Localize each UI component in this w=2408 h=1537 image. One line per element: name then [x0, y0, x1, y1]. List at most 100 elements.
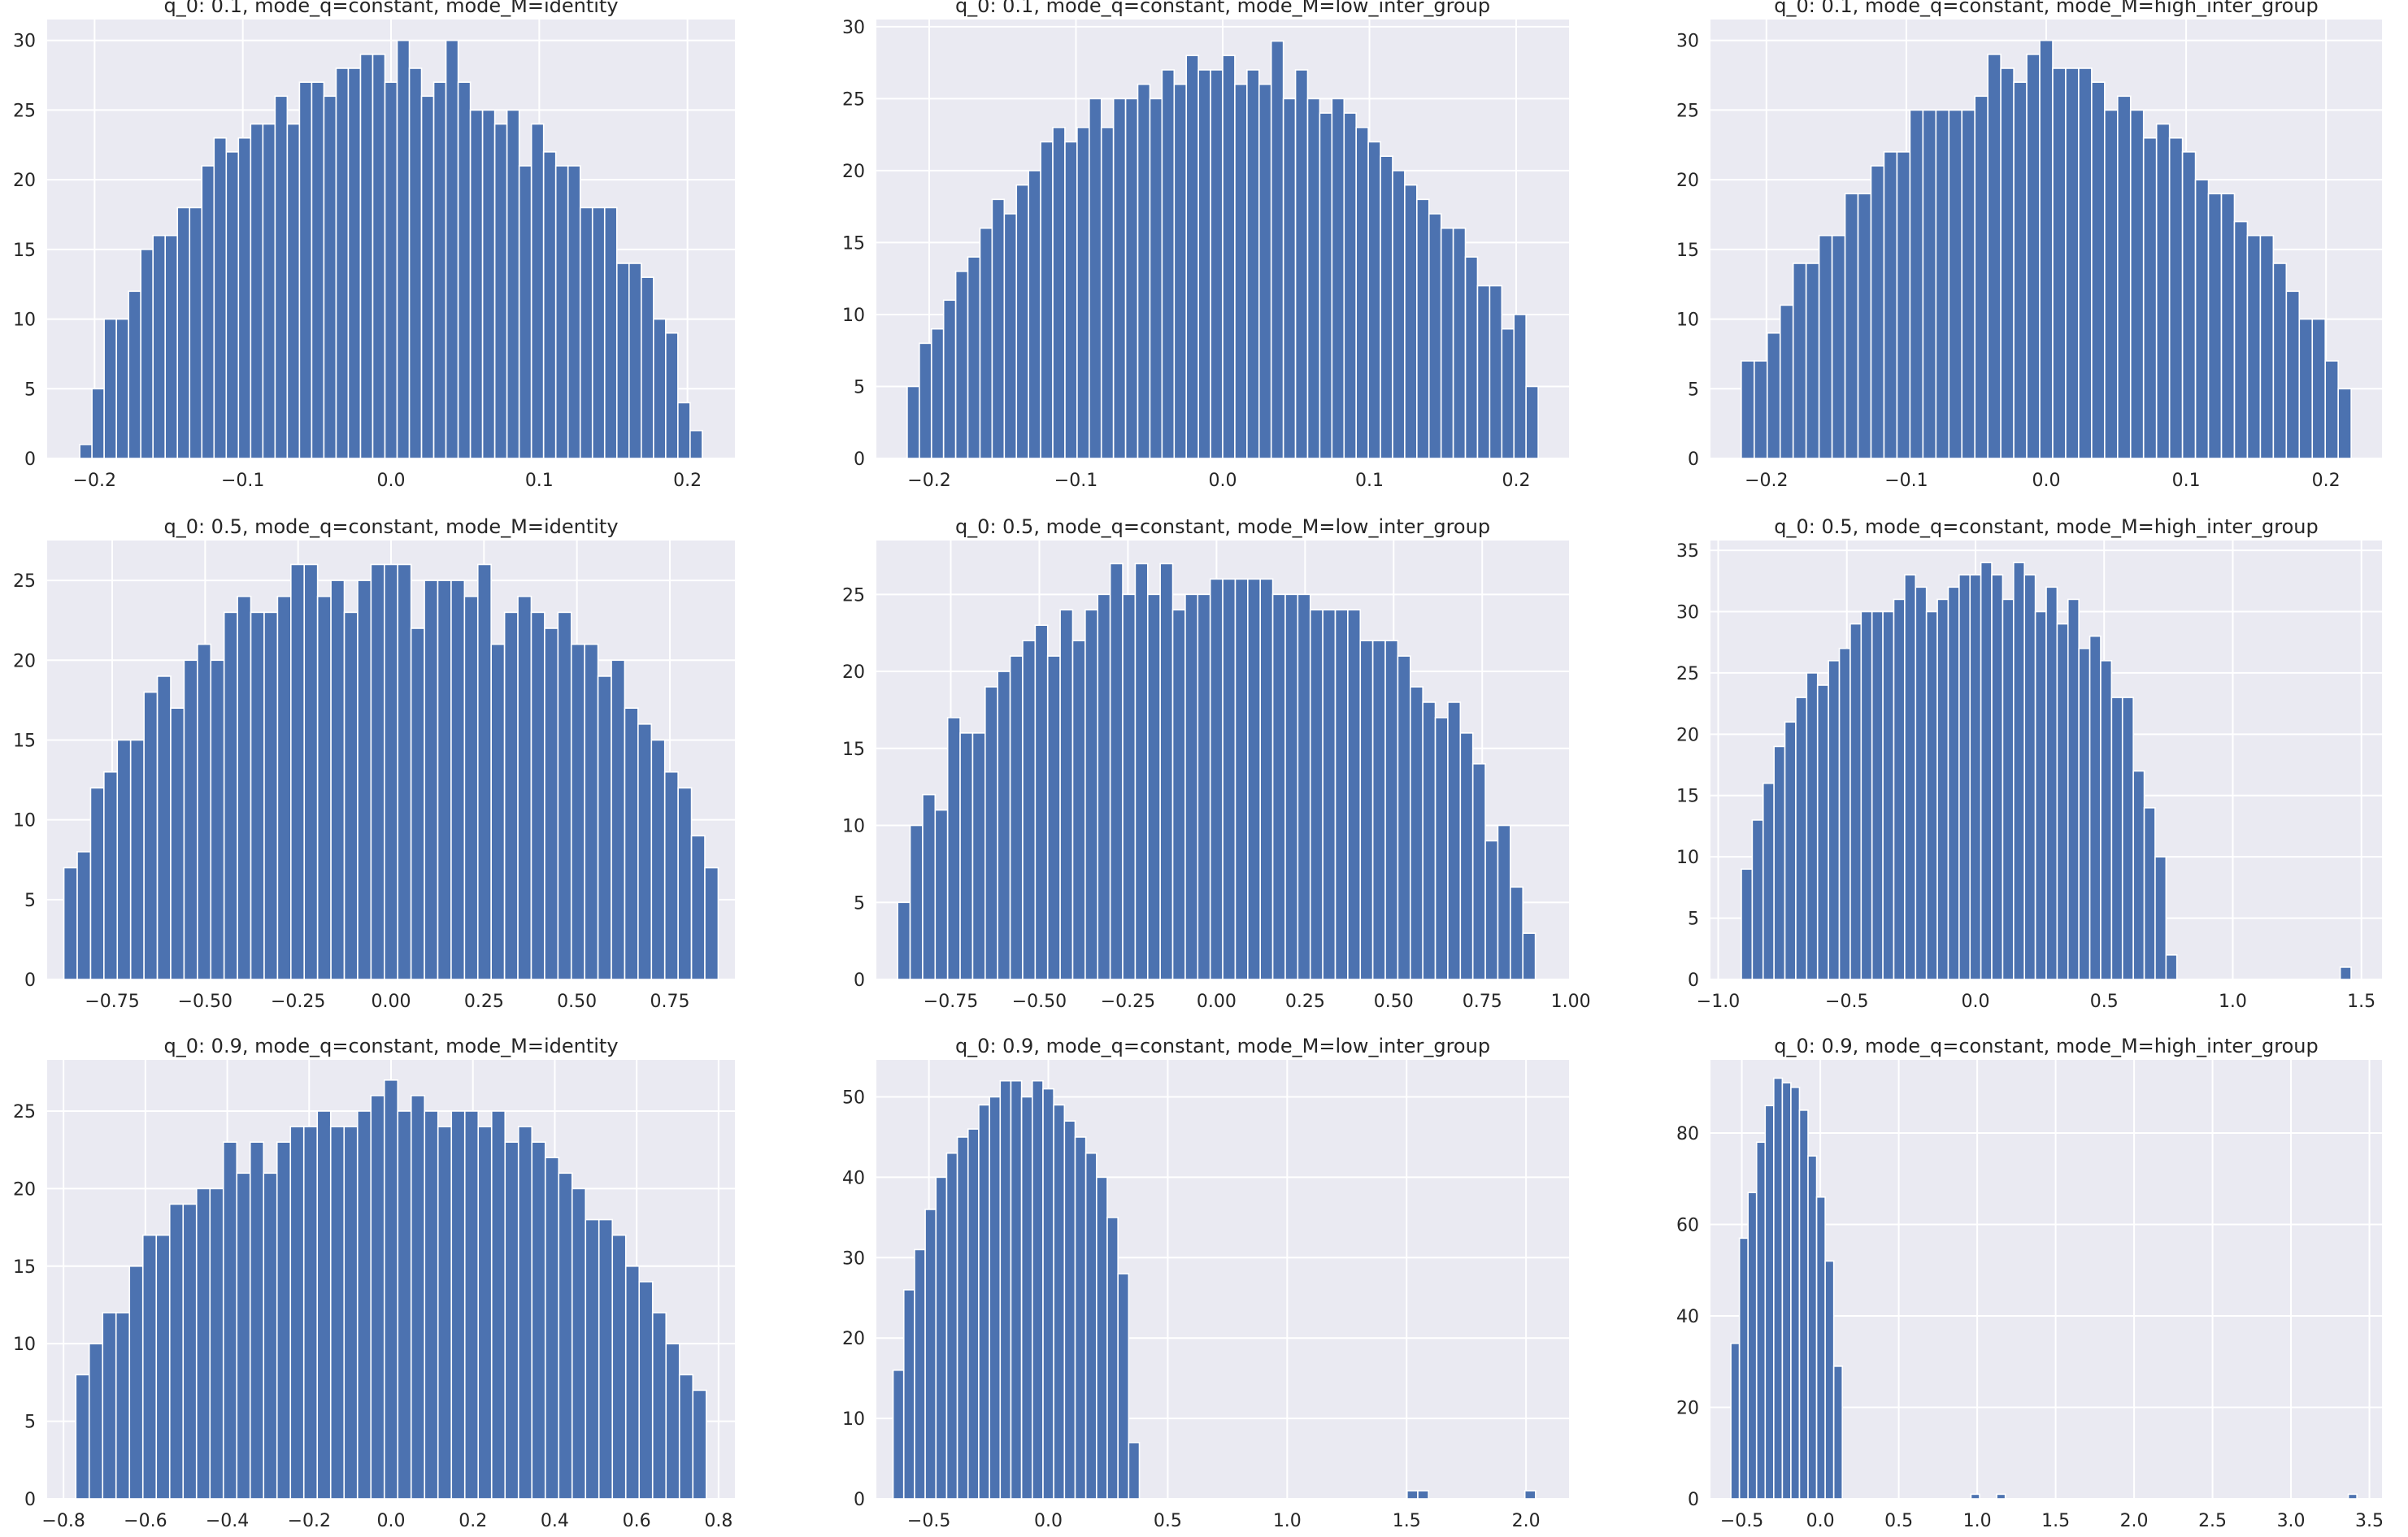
histogram-bar — [450, 1110, 466, 1500]
histogram-bar — [75, 1374, 90, 1500]
y-tick-label: 20 — [13, 171, 36, 191]
x-tick-label: −0.1 — [1054, 471, 1098, 491]
y-tick-label: 0 — [854, 970, 865, 991]
histogram-bar — [176, 206, 191, 459]
histogram-bar — [103, 318, 117, 459]
y-tick-label: 5 — [24, 380, 36, 400]
histogram-bar — [1828, 660, 1841, 980]
y-tick-label: 30 — [1676, 32, 1699, 52]
histogram-bar — [1031, 1079, 1044, 1500]
histogram-bar — [1754, 360, 1768, 459]
histogram-bar — [531, 1141, 546, 1500]
histogram-bar — [530, 611, 545, 980]
histogram-bar — [263, 1172, 278, 1500]
histogram-bar — [2089, 635, 2102, 980]
histogram-bar — [493, 123, 508, 459]
histogram-bar — [1122, 593, 1137, 980]
histogram-bar — [1497, 824, 1511, 980]
histogram-bar — [222, 1141, 238, 1500]
histogram-bar — [544, 627, 559, 980]
histogram-bar — [1792, 263, 1807, 459]
histogram-bar — [1040, 141, 1054, 459]
histogram-bar — [1935, 109, 1950, 459]
histogram-bar — [1185, 54, 1199, 459]
histogram-bar — [2233, 220, 2249, 459]
histogram-bar — [689, 429, 703, 459]
chart-title: q_0: 0.9, mode_q=constant, mode_M=high_i… — [1774, 1035, 2318, 1057]
histogram-bar — [1766, 332, 1781, 459]
histogram-bar — [1936, 598, 1949, 980]
histogram-bar — [1909, 109, 1924, 459]
histogram-bar — [1359, 640, 1374, 980]
histogram-bar — [597, 675, 612, 980]
histogram-bar — [942, 299, 957, 459]
histogram-bar — [653, 318, 667, 459]
histogram-bar — [2259, 234, 2275, 459]
chart-panel-6: q_0: 0.5, mode_q=constant, mode_M=high_i… — [1676, 515, 2382, 1012]
histogram-bar — [1893, 598, 1906, 980]
histogram-bar — [2104, 109, 2119, 459]
y-tick-label: 15 — [1676, 787, 1699, 807]
x-tick-label: 0.0 — [1209, 471, 1237, 491]
histogram-bar — [88, 1343, 104, 1500]
histogram-bar — [909, 824, 924, 980]
x-tick-label: 2.5 — [2198, 1511, 2227, 1531]
histogram-bar — [991, 198, 1006, 459]
x-tick-label: 1.5 — [2347, 992, 2375, 1012]
histogram-bar — [286, 123, 301, 459]
y-tick-label: 10 — [842, 306, 865, 326]
histogram-bar — [504, 1141, 519, 1500]
x-tick-label: 0.0 — [377, 1511, 406, 1531]
y-tick-label: 0 — [24, 449, 36, 470]
histogram-bar — [437, 580, 452, 980]
histogram-bar — [1347, 609, 1362, 980]
histogram-bar — [303, 563, 319, 980]
histogram-bar — [1392, 170, 1406, 459]
histogram-bar — [490, 1110, 506, 1500]
histogram-bar — [1397, 655, 1411, 980]
histogram-bar — [490, 643, 506, 980]
histogram-bar — [1117, 1273, 1130, 1500]
histogram-bar — [262, 123, 276, 459]
histogram-bar — [2065, 67, 2080, 459]
histogram-bar — [924, 1209, 937, 1500]
histogram-bar — [2121, 697, 2134, 980]
chart-title: q_0: 0.5, mode_q=constant, mode_M=high_i… — [1774, 515, 2318, 538]
histogram-bar — [2142, 137, 2158, 459]
y-tick-label: 30 — [842, 18, 865, 38]
histogram-bar — [1246, 69, 1260, 459]
histogram-bar — [906, 385, 920, 459]
histogram-bar — [1807, 1155, 1818, 1500]
y-tick-label: 20 — [1676, 725, 1699, 745]
y-tick-label: 5 — [24, 891, 36, 911]
histogram-bar — [1022, 640, 1037, 980]
histogram-bar — [1089, 98, 1102, 459]
histogram-bar — [690, 835, 706, 980]
histogram-bar — [1259, 578, 1274, 980]
histogram-bar — [1755, 1141, 1767, 1500]
histogram-bar — [1159, 562, 1174, 980]
histogram-bar — [1738, 1237, 1749, 1500]
histogram-bar — [2246, 234, 2262, 459]
histogram-bar — [930, 328, 945, 459]
histogram-bar — [1440, 227, 1454, 459]
y-tick-label: 20 — [1676, 1399, 1699, 1419]
histogram-bar — [2013, 81, 2028, 459]
histogram-bar — [518, 165, 532, 459]
histogram-bar — [1996, 1493, 2006, 1500]
y-tick-label: 15 — [13, 731, 36, 751]
y-tick-label: 15 — [842, 740, 865, 760]
histogram-bar — [1806, 672, 1819, 980]
histogram-bar — [2285, 290, 2301, 459]
histogram-bar — [611, 659, 626, 980]
x-tick-label: 0.2 — [673, 471, 702, 491]
y-tick-label: 10 — [842, 817, 865, 837]
x-tick-label: 0.2 — [1502, 471, 1531, 491]
histogram-bar — [197, 643, 212, 980]
y-tick-label: 0 — [24, 1490, 36, 1510]
histogram-bar — [954, 271, 969, 459]
histogram-bar — [316, 595, 332, 980]
y-tick-label: 35 — [1676, 541, 1699, 562]
histogram-bar — [579, 206, 593, 459]
